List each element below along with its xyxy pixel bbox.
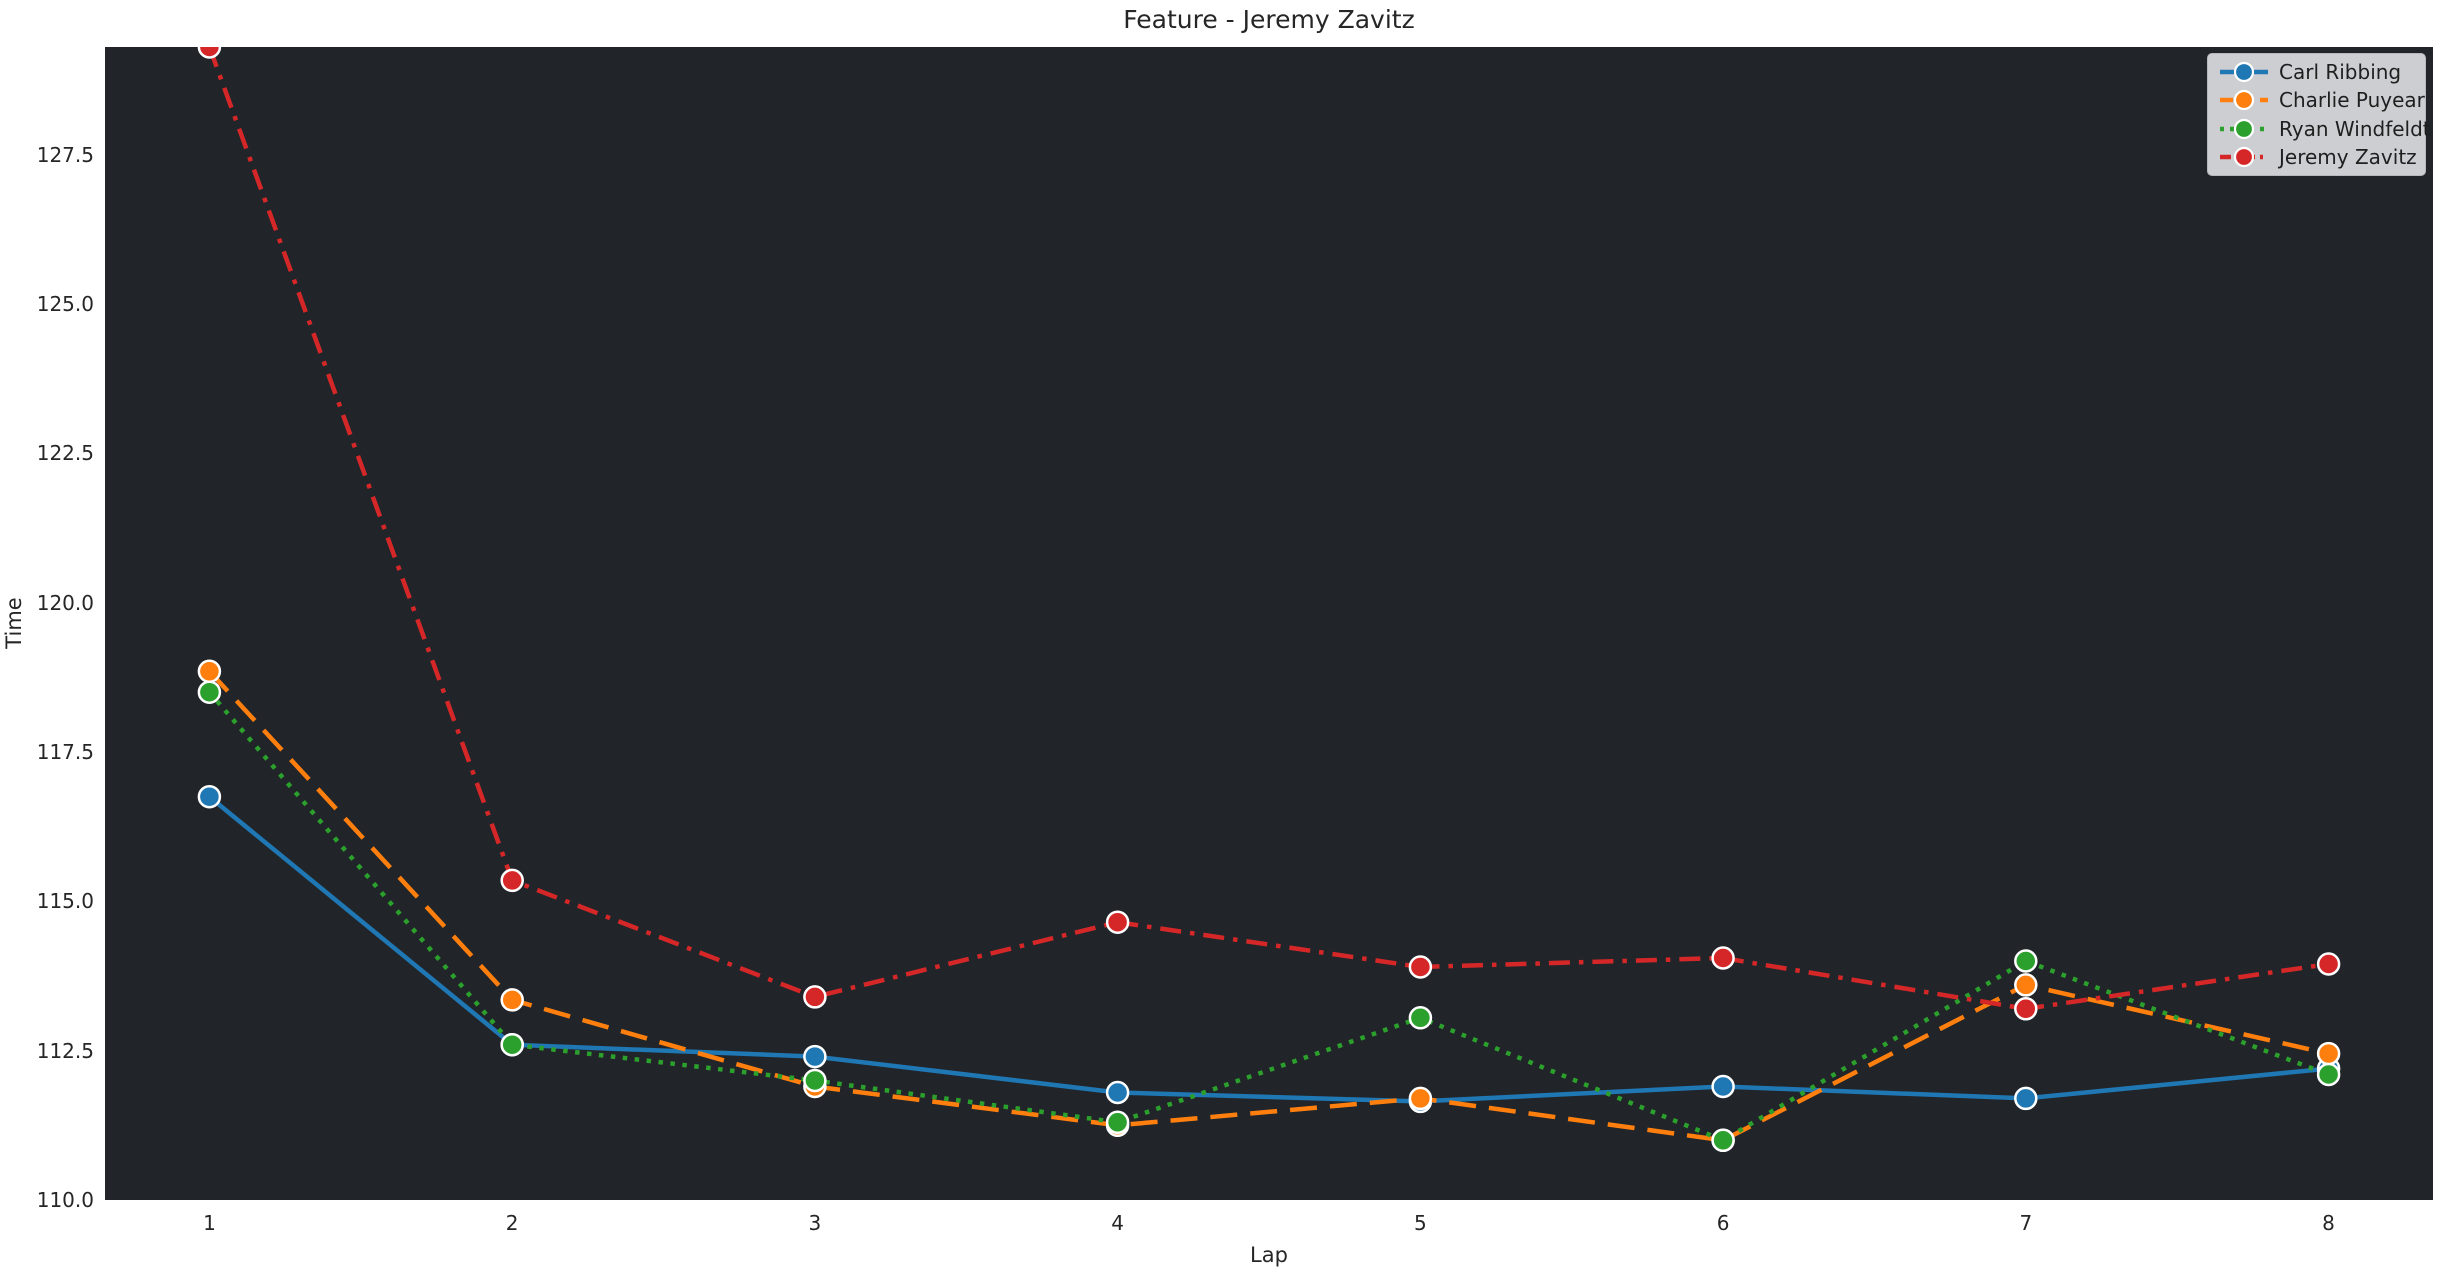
legend-item-charlie-puyear: Charlie Puyear xyxy=(2219,88,2425,112)
x-tick-label: 2 xyxy=(505,1211,519,1235)
data-point-charlie-puyear xyxy=(197,659,222,684)
data-point-jeremy-zavitz xyxy=(1105,910,1130,934)
data-point-carl-ribbing xyxy=(803,1044,827,1069)
data-point-ryan-windfeldt xyxy=(803,1068,827,1093)
x-tick-label: 7 xyxy=(2019,1211,2033,1235)
data-point-ryan-windfeldt xyxy=(1408,1006,1433,1030)
data-point-ryan-windfeldt xyxy=(197,680,222,704)
x-tick-label: 5 xyxy=(1413,1211,1427,1235)
y-tick-label: 120.0 xyxy=(36,590,94,615)
y-tick-label: 127.5 xyxy=(36,142,94,167)
y-tick-label: 122.5 xyxy=(36,441,94,466)
x-tick-label: 8 xyxy=(2322,1211,2335,1235)
data-point-jeremy-zavitz xyxy=(500,868,524,893)
plot-background xyxy=(105,47,2433,1200)
data-point-jeremy-zavitz xyxy=(1408,955,1433,979)
legend-label: Ryan Windfeldt xyxy=(2279,116,2431,141)
y-tick-label: 117.5 xyxy=(36,739,94,764)
data-point-carl-ribbing xyxy=(1105,1080,1130,1105)
data-point-ryan-windfeldt xyxy=(2014,949,2038,973)
data-point-jeremy-zavitz xyxy=(197,47,222,59)
data-point-ryan-windfeldt xyxy=(1105,1110,1130,1135)
data-point-charlie-puyear xyxy=(500,988,524,1012)
data-point-carl-ribbing xyxy=(197,784,222,809)
legend-label: Carl Ribbing xyxy=(2279,60,2402,85)
data-point-ryan-windfeldt xyxy=(2316,1062,2341,1087)
series-line-carl-ribbing xyxy=(207,794,2329,1104)
legend-swatch-jeremy-zavitz xyxy=(2220,146,2268,167)
series-line-charlie-puyear xyxy=(207,669,2330,1143)
data-point-charlie-puyear xyxy=(2014,973,2038,997)
legend: Carl Ribbing Charlie Puyear Ryan Windfeldt… xyxy=(2207,53,2431,176)
x-axis-label: Lap xyxy=(1250,1243,1288,1267)
legend-swatch-charlie-puyear xyxy=(2220,90,2268,111)
data-point-ryan-windfeldt xyxy=(500,1032,524,1057)
chart-title: Feature - Jeremy Zavitz xyxy=(1123,5,1415,34)
data-point-jeremy-zavitz xyxy=(1711,946,1735,970)
legend-swatch-carl-ribbing xyxy=(2220,62,2268,83)
y-tick-label: 110.0 xyxy=(36,1188,94,1212)
data-point-ryan-windfeldt xyxy=(1711,1128,1735,1153)
legend-label: Charlie Puyear xyxy=(2279,88,2425,113)
legend-item-carl-ribbing: Carl Ribbing xyxy=(2219,60,2419,84)
x-tick-label: 6 xyxy=(1716,1211,1730,1235)
x-tick-label: 3 xyxy=(808,1211,822,1235)
legend-item-jeremy-zavitz: Jeremy Zavitz xyxy=(2219,145,2419,169)
chart-canvas xyxy=(105,47,2433,1200)
x-tick-label: 1 xyxy=(203,1211,216,1235)
data-point-charlie-puyear xyxy=(1408,1086,1433,1111)
data-point-jeremy-zavitz xyxy=(803,985,827,1009)
y-tick-label: 115.0 xyxy=(36,889,94,914)
legend-item-ryan-windfeldt: Ryan Windfeldt xyxy=(2219,117,2431,141)
data-point-jeremy-zavitz xyxy=(2316,952,2341,976)
y-tick-label: 125.0 xyxy=(36,291,94,316)
data-point-jeremy-zavitz xyxy=(2014,997,2038,1021)
x-tick-label: 4 xyxy=(1111,1211,1124,1235)
plot-area xyxy=(105,47,2433,1200)
legend-swatch-ryan-windfeldt xyxy=(2220,118,2268,139)
data-point-carl-ribbing xyxy=(1711,1074,1735,1099)
legend-label: Jeremy Zavitz xyxy=(2279,144,2417,169)
data-point-carl-ribbing xyxy=(2014,1086,2038,1111)
data-point-charlie-puyear xyxy=(2316,1041,2341,1066)
y-tick-label: 112.5 xyxy=(36,1038,94,1063)
